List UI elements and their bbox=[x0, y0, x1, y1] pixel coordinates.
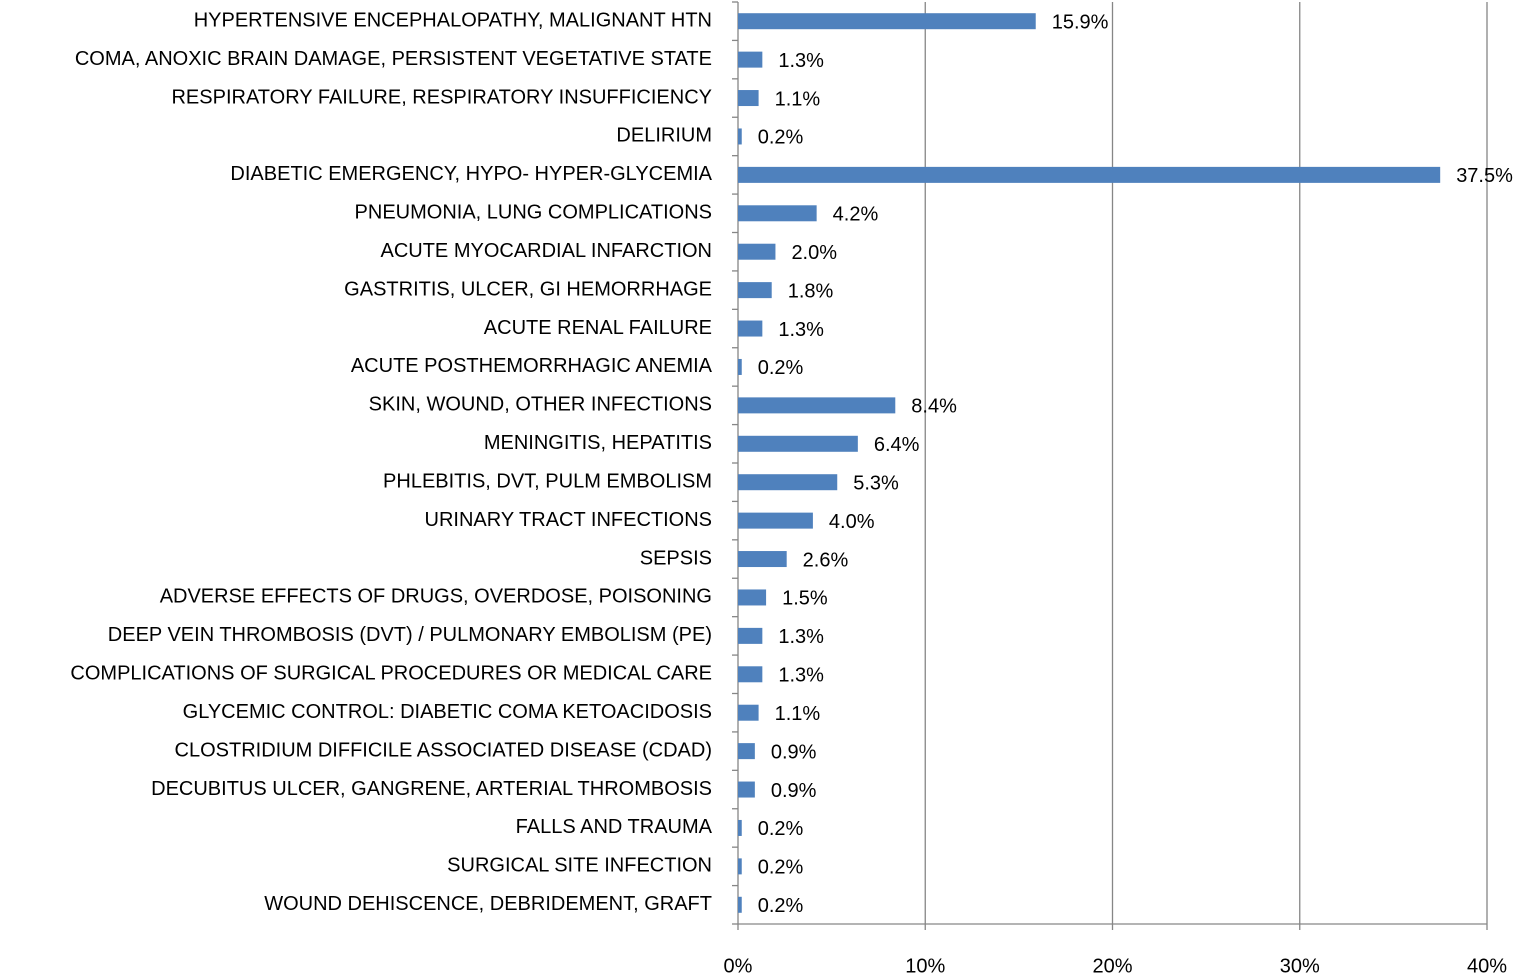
bar bbox=[738, 90, 759, 107]
bar bbox=[738, 666, 763, 683]
y-tick-label: SURGICAL SITE INFECTION bbox=[447, 855, 712, 877]
value-label: 1.1% bbox=[775, 703, 821, 725]
value-label: 0.2% bbox=[758, 357, 804, 379]
value-label: 15.9% bbox=[1052, 11, 1109, 33]
value-label: 4.2% bbox=[833, 204, 879, 226]
bar bbox=[738, 51, 763, 68]
y-tick-label: HYPERTENSIVE ENCEPHALOPATHY, MALIGNANT H… bbox=[194, 9, 712, 31]
x-tick-label: 30% bbox=[1280, 955, 1320, 977]
value-label: 0.9% bbox=[771, 741, 817, 763]
y-tick-label: RESPIRATORY FAILURE, RESPIRATORY INSUFFI… bbox=[171, 86, 712, 108]
x-tick-label: 20% bbox=[1092, 955, 1132, 977]
value-label: 2.0% bbox=[791, 242, 837, 264]
value-label: 0.2% bbox=[758, 818, 804, 840]
y-tick-label: DECUBITUS ULCER, GANGRENE, ARTERIAL THRO… bbox=[151, 778, 712, 800]
y-tick-label: WOUND DEHISCENCE, DEBRIDEMENT, GRAFT bbox=[264, 893, 712, 915]
value-label: 1.3% bbox=[778, 50, 824, 72]
value-label: 4.0% bbox=[829, 511, 875, 533]
y-tick-label: GLYCEMIC CONTROL: DIABETIC COMA KETOACID… bbox=[183, 701, 712, 723]
bar bbox=[738, 358, 742, 375]
value-label: 0.2% bbox=[758, 857, 804, 879]
value-label: 0.2% bbox=[758, 895, 804, 917]
y-tick-label: DEEP VEIN THROMBOSIS (DVT) / PULMONARY E… bbox=[108, 624, 712, 646]
value-label: 0.9% bbox=[771, 780, 817, 802]
y-tick-label: ACUTE POSTHEMORRHAGIC ANEMIA bbox=[351, 355, 713, 377]
y-tick-label: SEPSIS bbox=[640, 547, 712, 569]
bar bbox=[738, 166, 1441, 183]
bar bbox=[738, 474, 838, 491]
bar bbox=[738, 205, 817, 222]
bar bbox=[738, 435, 858, 452]
x-tick-label: 0% bbox=[724, 955, 753, 977]
y-tick-label: ACUTE RENAL FAILURE bbox=[484, 317, 712, 339]
value-label: 1.8% bbox=[788, 280, 834, 302]
y-tick-label: COMPLICATIONS OF SURGICAL PROCEDURES OR … bbox=[70, 663, 712, 685]
value-label: 1.1% bbox=[775, 88, 821, 110]
x-tick-label: 40% bbox=[1467, 955, 1507, 977]
y-tick-label: PNEUMONIA, LUNG COMPLICATIONS bbox=[355, 202, 712, 224]
y-tick-label: CLOSTRIDIUM DIFFICILE ASSOCIATED DISEASE… bbox=[175, 739, 712, 761]
value-label: 5.3% bbox=[853, 472, 899, 494]
value-label: 37.5% bbox=[1456, 165, 1513, 187]
y-tick-label: SKIN, WOUND, OTHER INFECTIONS bbox=[369, 394, 712, 416]
bar bbox=[738, 551, 787, 568]
bar bbox=[738, 512, 813, 529]
y-tick-label: DIABETIC EMERGENCY, HYPO- HYPER-GLYCEMIA bbox=[230, 163, 712, 185]
y-tick-label: URINARY TRACT INFECTIONS bbox=[425, 509, 712, 531]
bar bbox=[738, 819, 742, 836]
value-label: 6.4% bbox=[874, 434, 920, 456]
x-tick-label: 10% bbox=[905, 955, 945, 977]
y-tick-label: GASTRITIS, ULCER, GI HEMORRHAGE bbox=[344, 278, 712, 300]
bar bbox=[738, 704, 759, 721]
bar bbox=[738, 896, 742, 913]
bar bbox=[738, 243, 776, 260]
value-label: 1.3% bbox=[778, 319, 824, 341]
value-label: 0.2% bbox=[758, 127, 804, 149]
y-tick-label: PHLEBITIS, DVT, PULM EMBOLISM bbox=[383, 470, 712, 492]
bar bbox=[738, 627, 763, 644]
y-tick-label: DELIRIUM bbox=[616, 125, 712, 147]
bar bbox=[738, 781, 755, 798]
y-tick-label: FALLS AND TRAUMA bbox=[516, 816, 713, 838]
y-tick-label: MENINGITIS, HEPATITIS bbox=[484, 432, 712, 454]
y-tick-label: COMA, ANOXIC BRAIN DAMAGE, PERSISTENT VE… bbox=[75, 48, 712, 70]
value-label: 2.6% bbox=[803, 549, 849, 571]
value-label: 1.3% bbox=[778, 665, 824, 687]
bar bbox=[738, 858, 742, 875]
bar bbox=[738, 589, 767, 606]
bar bbox=[738, 743, 755, 760]
bar bbox=[738, 397, 896, 414]
y-tick-label: ACUTE MYOCARDIAL INFARCTION bbox=[380, 240, 712, 262]
bar bbox=[738, 320, 763, 337]
value-label: 1.3% bbox=[778, 626, 824, 648]
value-label: 1.5% bbox=[782, 588, 828, 610]
y-tick-label: ADVERSE EFFECTS OF DRUGS, OVERDOSE, POIS… bbox=[160, 586, 712, 608]
bar bbox=[738, 282, 772, 299]
value-label: 8.4% bbox=[911, 396, 957, 418]
bar bbox=[738, 13, 1036, 30]
bar bbox=[738, 128, 742, 145]
